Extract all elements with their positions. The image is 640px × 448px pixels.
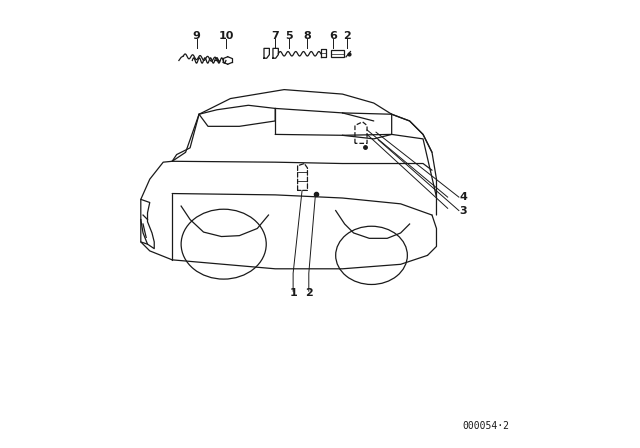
Bar	[331, 50, 344, 57]
Text: 2: 2	[343, 31, 351, 41]
Text: 8: 8	[303, 31, 311, 41]
Text: 000054·2: 000054·2	[462, 422, 509, 431]
Text: 6: 6	[330, 31, 337, 41]
Text: 9: 9	[193, 31, 201, 41]
Text: 4: 4	[460, 192, 467, 202]
Text: 7: 7	[271, 31, 279, 41]
Text: 2: 2	[305, 289, 313, 298]
Text: 1: 1	[289, 289, 297, 298]
Text: 10: 10	[218, 31, 234, 41]
Text: 5: 5	[285, 31, 292, 41]
Text: 3: 3	[460, 206, 467, 215]
